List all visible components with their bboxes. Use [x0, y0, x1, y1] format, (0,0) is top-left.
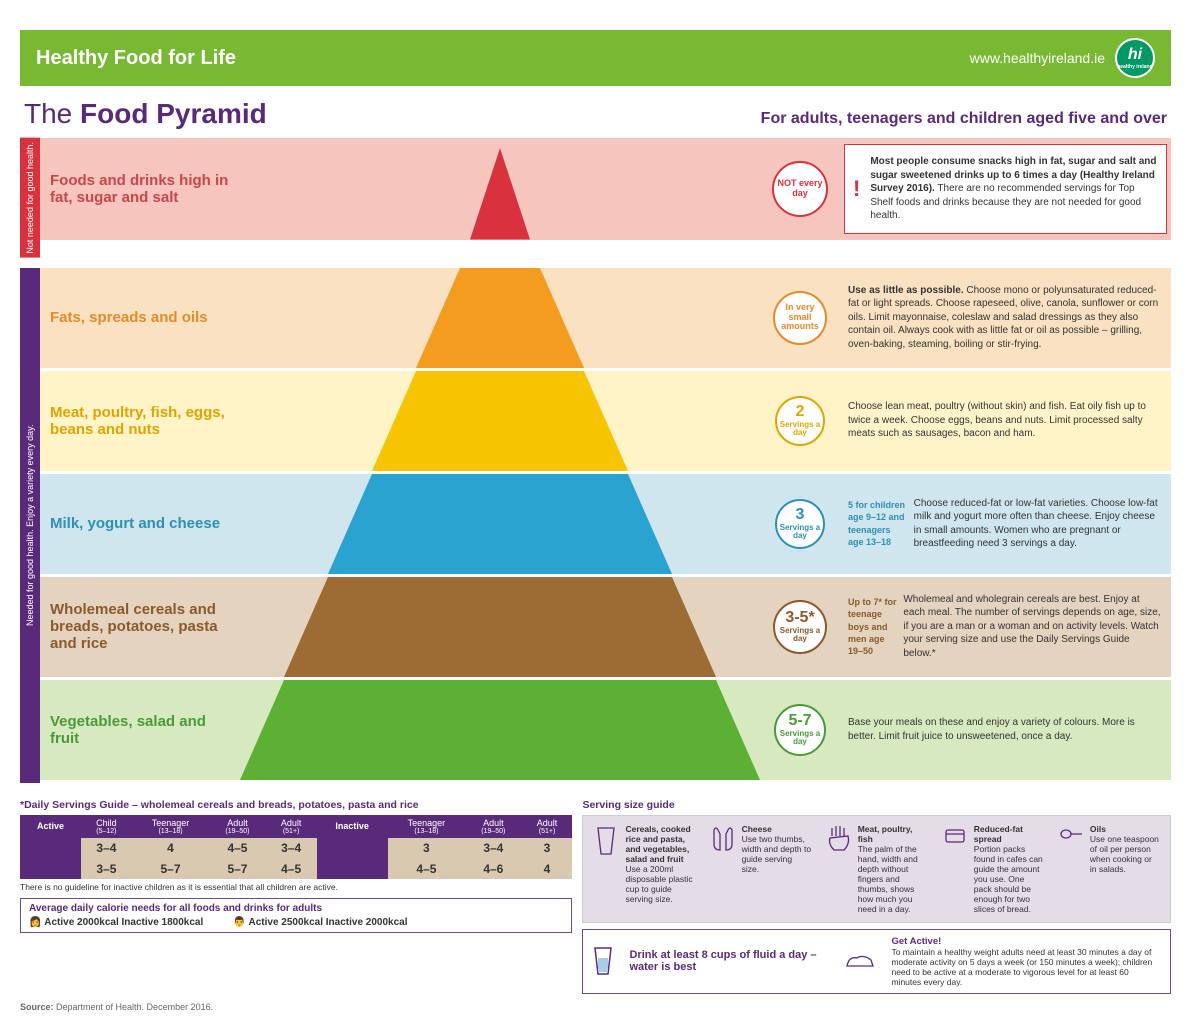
shelf-cereal: Wholemeal cereals and breads, potatoes, … — [40, 577, 1171, 680]
shelf-milk: Milk, yogurt and cheese 3Servings a day 5 … — [40, 474, 1171, 577]
shelf-advice: Up to 7* for teenage boys and men age 19… — [840, 577, 1171, 677]
servings-footnote: There is no guideline for inactive child… — [20, 882, 572, 892]
pyramid-segment — [240, 371, 760, 471]
shelf-advice: 5 for children age 9–12 and teenagers ag… — [840, 474, 1171, 574]
palm-icon — [826, 824, 852, 914]
hi-logo: hi healthy ireland — [1115, 38, 1155, 78]
pack-icon — [942, 824, 968, 914]
shelf-meat: Meat, poultry, fish, eggs, beans and nut… — [40, 371, 1171, 474]
size-guide-item: CheeseUse two thumbs, width and depth to… — [710, 824, 812, 914]
shelf-label: Foods and drinks high in fat, sugar and … — [40, 138, 240, 240]
glass-icon — [593, 946, 613, 976]
shelf-label: Milk, yogurt and cheese — [40, 474, 240, 574]
shoe-icon — [845, 952, 875, 970]
serving-badge: 3-5*Servings a day — [773, 600, 827, 654]
header-title: Healthy Food for Life — [36, 47, 236, 70]
shelf-advice: Use as little as possible. Choose mono o… — [840, 268, 1171, 368]
page-subtitle: For adults, teenagers and children aged … — [761, 110, 1167, 128]
pyramid-segment — [240, 474, 760, 574]
shelf-advice: Base your meals on these and enjoy a var… — [840, 680, 1171, 780]
shelf-label: Fats, spreads and oils — [40, 268, 240, 368]
size-guide-item: Cereals, cooked rice and pasta, and vege… — [593, 824, 695, 914]
shelf-label: Wholemeal cereals and breads, potatoes, … — [40, 577, 240, 677]
side-strip-purple: Needed for good health. Enjoy a variety … — [20, 268, 40, 783]
size-guide-title: Serving size guide — [582, 799, 1171, 811]
size-guide-item: OilsUse one teaspoon of oil per person w… — [1058, 824, 1160, 914]
serving-badge: 3Servings a day — [775, 499, 825, 549]
serving-badge: NOT every day — [772, 161, 828, 217]
servings-table: ActiveChild(5–12)Teenager(13–18)Adult(19… — [20, 815, 572, 880]
shelf-top: Foods and drinks high in fat, sugar and … — [40, 138, 1171, 243]
size-guide: Cereals, cooked rice and pasta, and vege… — [582, 815, 1171, 923]
pyramid-segment — [240, 138, 760, 240]
pyramid-segment — [240, 577, 760, 677]
serving-badge: 2Servings a day — [775, 396, 825, 446]
shelf-advice: !Most people consume snacks high in fat,… — [844, 144, 1167, 234]
drink-activity-box: Drink at least 8 cups of fluid a day – w… — [582, 929, 1171, 994]
servings-guide-title: *Daily Servings Guide – wholemeal cereal… — [20, 799, 572, 811]
spoon-icon — [1058, 824, 1084, 914]
serving-badge: 5-7Servings a day — [774, 704, 826, 756]
shelf-label: Vegetables, salad and fruit — [40, 680, 240, 780]
cup-icon — [593, 824, 619, 914]
size-guide-item: Meat, poultry, fishThe palm of the hand,… — [826, 824, 928, 914]
page-title: The Food Pyramid — [24, 98, 267, 130]
header-url: www.healthyireland.ie — [970, 50, 1105, 66]
side-strip-red: Not needed for good health. — [20, 138, 40, 258]
shelf-label: Meat, poultry, fish, eggs, beans and nut… — [40, 371, 240, 471]
shelf-advice: Choose lean meat, poultry (without skin)… — [840, 371, 1171, 471]
pyramid-segment — [240, 680, 760, 780]
source-line: Source: Department of Health. December 2… — [20, 1002, 1171, 1012]
main-section: Needed for good health. Enjoy a variety … — [20, 268, 1171, 783]
thumbs-icon — [710, 824, 736, 914]
shelf-veg: Vegetables, salad and fruit 5-7Servings a… — [40, 680, 1171, 783]
header-bar: Healthy Food for Life www.healthyireland… — [20, 30, 1171, 86]
shelf-fats: Fats, spreads and oils In very small amou… — [40, 268, 1171, 371]
pyramid-segment — [240, 268, 760, 368]
calorie-box: Average daily calorie needs for all food… — [20, 898, 572, 933]
serving-badge: In very small amounts — [773, 291, 827, 345]
top-section: Not needed for good health. Foods and dr… — [20, 138, 1171, 258]
size-guide-item: Reduced-fat spreadPortion packs found in… — [942, 824, 1044, 914]
